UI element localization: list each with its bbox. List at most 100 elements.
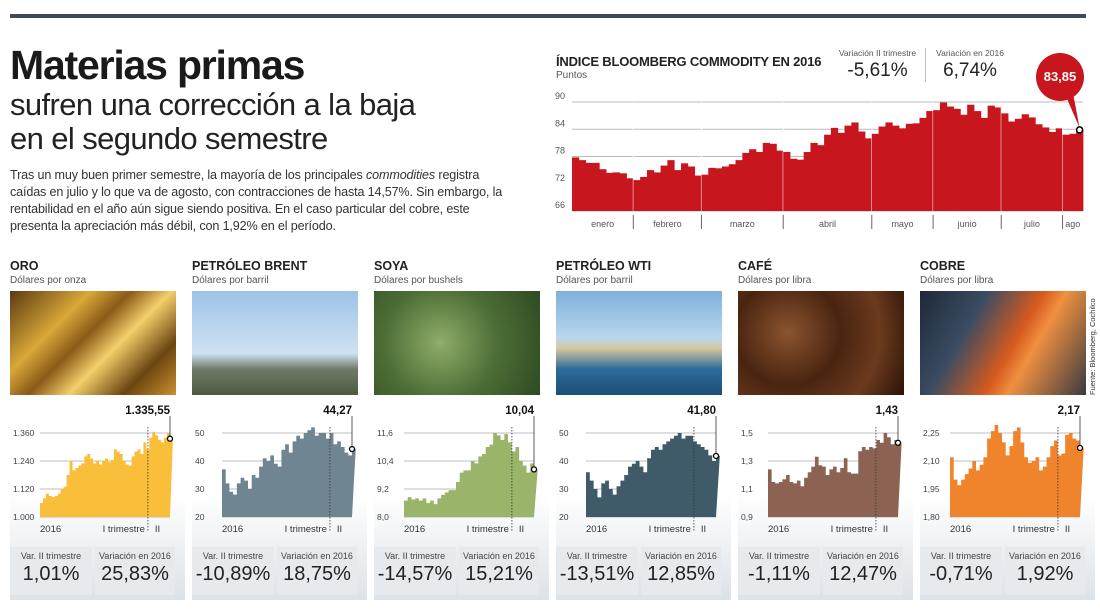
stat-value: 25,83% bbox=[101, 563, 169, 585]
y-tick-label: 20 bbox=[195, 512, 205, 522]
y-tick-label: 40 bbox=[559, 456, 569, 466]
x-label-year: 2016 bbox=[768, 524, 789, 535]
index-bar bbox=[919, 117, 927, 211]
stat-label: Var. II trimestre bbox=[202, 551, 264, 561]
last-point-marker bbox=[530, 466, 538, 473]
y-tick-label: 1,5 bbox=[741, 428, 753, 438]
last-value-label: 44,27 bbox=[323, 405, 352, 417]
stat-label: Variación en 2016 bbox=[99, 551, 171, 561]
index-bar bbox=[790, 158, 798, 211]
index-bar bbox=[851, 122, 859, 211]
index-bar bbox=[1035, 124, 1043, 211]
month-label: julio bbox=[1023, 219, 1040, 229]
index-bar bbox=[572, 157, 580, 211]
stat-value: 1,92% bbox=[1016, 563, 1074, 585]
y-tick-label: 30 bbox=[559, 484, 569, 494]
y-tick-label: 9,2 bbox=[377, 484, 389, 494]
stat-box-year: Variación en 2016 18,75% bbox=[277, 547, 357, 595]
last-point-marker bbox=[1075, 126, 1084, 134]
last-point-marker bbox=[894, 439, 902, 446]
stat-box-q2: Var. II trimestre -14,57% bbox=[374, 547, 456, 595]
index-bar bbox=[633, 180, 641, 211]
y-tick-label: 50 bbox=[195, 428, 205, 438]
index-bar bbox=[844, 125, 852, 211]
commodity-unit: Dólares por barril bbox=[556, 275, 633, 286]
y-tick-label: 2,10 bbox=[923, 456, 940, 466]
subtitle-line: sufren una corrección a la baja bbox=[10, 87, 416, 122]
commodity-chart: 1.360 1.240 1.120 1.000 1.335,55 2016 I trimes… bbox=[13, 405, 174, 535]
stat-box-q2: Var. II trimestre -0,71% bbox=[920, 547, 1002, 595]
commodity-title: COBRE bbox=[920, 259, 966, 273]
stat-label: Variación en 2016 bbox=[645, 551, 717, 561]
index-bar bbox=[912, 123, 920, 211]
index-bar bbox=[871, 133, 879, 211]
index-bar bbox=[1014, 118, 1023, 211]
stat-box-q2: Var. II trimestre -13,51% bbox=[556, 547, 638, 595]
index-bar bbox=[946, 106, 954, 211]
stat-box-year: Variación en 2016 15,21% bbox=[459, 547, 539, 595]
series-area bbox=[586, 433, 720, 517]
month-label: febrero bbox=[653, 219, 682, 229]
bloomberg-index-chart: 90 84 78 72 66 enero febrero marzo abril mayo juni… bbox=[555, 53, 1084, 229]
index-bar bbox=[578, 160, 587, 211]
lead-text-italic: commodities bbox=[366, 168, 436, 182]
stat-value: -14,57% bbox=[377, 563, 453, 585]
index-bar bbox=[858, 131, 866, 211]
index-bar bbox=[681, 163, 689, 211]
month-label: ago bbox=[1065, 219, 1080, 229]
commodity-photo bbox=[374, 291, 540, 395]
x-label-q1: I trimestre bbox=[831, 524, 873, 535]
index-bar bbox=[612, 172, 621, 211]
stat-value: 18,75% bbox=[283, 563, 351, 585]
y-tick-label: 0,9 bbox=[741, 512, 753, 522]
lead-text: registra bbox=[435, 168, 480, 182]
month-label: abril bbox=[819, 219, 836, 229]
y-tick-label: 40 bbox=[195, 456, 205, 466]
commodity-unit: Dólares por barril bbox=[192, 275, 269, 286]
callout-bubble bbox=[1036, 53, 1084, 101]
series-area bbox=[222, 427, 356, 517]
stat-box-q2: Var. II trimestre 1,01% bbox=[10, 547, 92, 595]
index-bar bbox=[728, 164, 736, 211]
y-tick-label: 1,95 bbox=[923, 484, 940, 494]
index-bar bbox=[967, 104, 975, 211]
index-bar bbox=[1062, 134, 1070, 211]
stat-value: -1,11% bbox=[748, 563, 810, 585]
last-value-label: 2,17 bbox=[1058, 405, 1080, 417]
series-area bbox=[404, 433, 538, 517]
index-bar bbox=[715, 168, 723, 211]
x-label-q2: II bbox=[701, 524, 706, 535]
x-label-q2: II bbox=[1065, 524, 1070, 535]
index-bar bbox=[933, 110, 941, 211]
commodity-panel-caf-: CAFÉ Dólares por libra 1,5 1,3 1,1 0,9 1,43 2… bbox=[738, 255, 921, 605]
lead-paragraph: Tras un muy buen primer semestre, la may… bbox=[10, 167, 540, 235]
main-stat-q2: Variación II trimestre -5,61% bbox=[835, 48, 920, 82]
commodity-chart: 2,25 2,10 1,95 1,80 2,17 2016 I trimestre II bbox=[923, 405, 1084, 535]
stat-value: 15,21% bbox=[465, 563, 533, 585]
y-tick-label: 1,1 bbox=[741, 484, 753, 494]
commodity-chart: 1,5 1,3 1,1 0,9 1,43 2016 I trimestre II bbox=[741, 405, 902, 535]
series-area bbox=[950, 425, 1084, 517]
main-chart-unit: Puntos bbox=[556, 70, 588, 81]
callout-value: 83,85 bbox=[1044, 69, 1077, 84]
last-value-label: 41,80 bbox=[687, 405, 716, 417]
commodity-panel-cobre: COBRE Dólares por libra 2,25 2,10 1,95 1,80… bbox=[920, 255, 1100, 605]
commodity-chart: 11,6 10,4 9,2 8,0 10,04 2016 I trimestre II bbox=[377, 405, 538, 535]
index-bar bbox=[987, 105, 995, 211]
index-bar bbox=[660, 165, 668, 211]
lead-text: rentabilidad en el año aún sigue siendo … bbox=[10, 202, 470, 216]
last-value-label: 10,04 bbox=[505, 405, 534, 417]
index-bar bbox=[755, 151, 764, 211]
x-label-year: 2016 bbox=[40, 524, 61, 535]
commodity-title: CAFÉ bbox=[738, 259, 773, 273]
main-chart-title: ÍNDICE BLOOMBERG COMMODITY EN 2016 bbox=[556, 54, 822, 69]
index-bar bbox=[885, 122, 893, 211]
index-bar bbox=[837, 132, 845, 211]
series-area bbox=[768, 433, 902, 517]
index-bar bbox=[1069, 133, 1077, 211]
last-point-marker bbox=[348, 445, 356, 453]
commodity-title: ORO bbox=[10, 259, 39, 273]
stat-label: Var. II trimestre bbox=[566, 551, 628, 561]
index-bar bbox=[762, 142, 770, 211]
index-bar bbox=[749, 149, 757, 211]
